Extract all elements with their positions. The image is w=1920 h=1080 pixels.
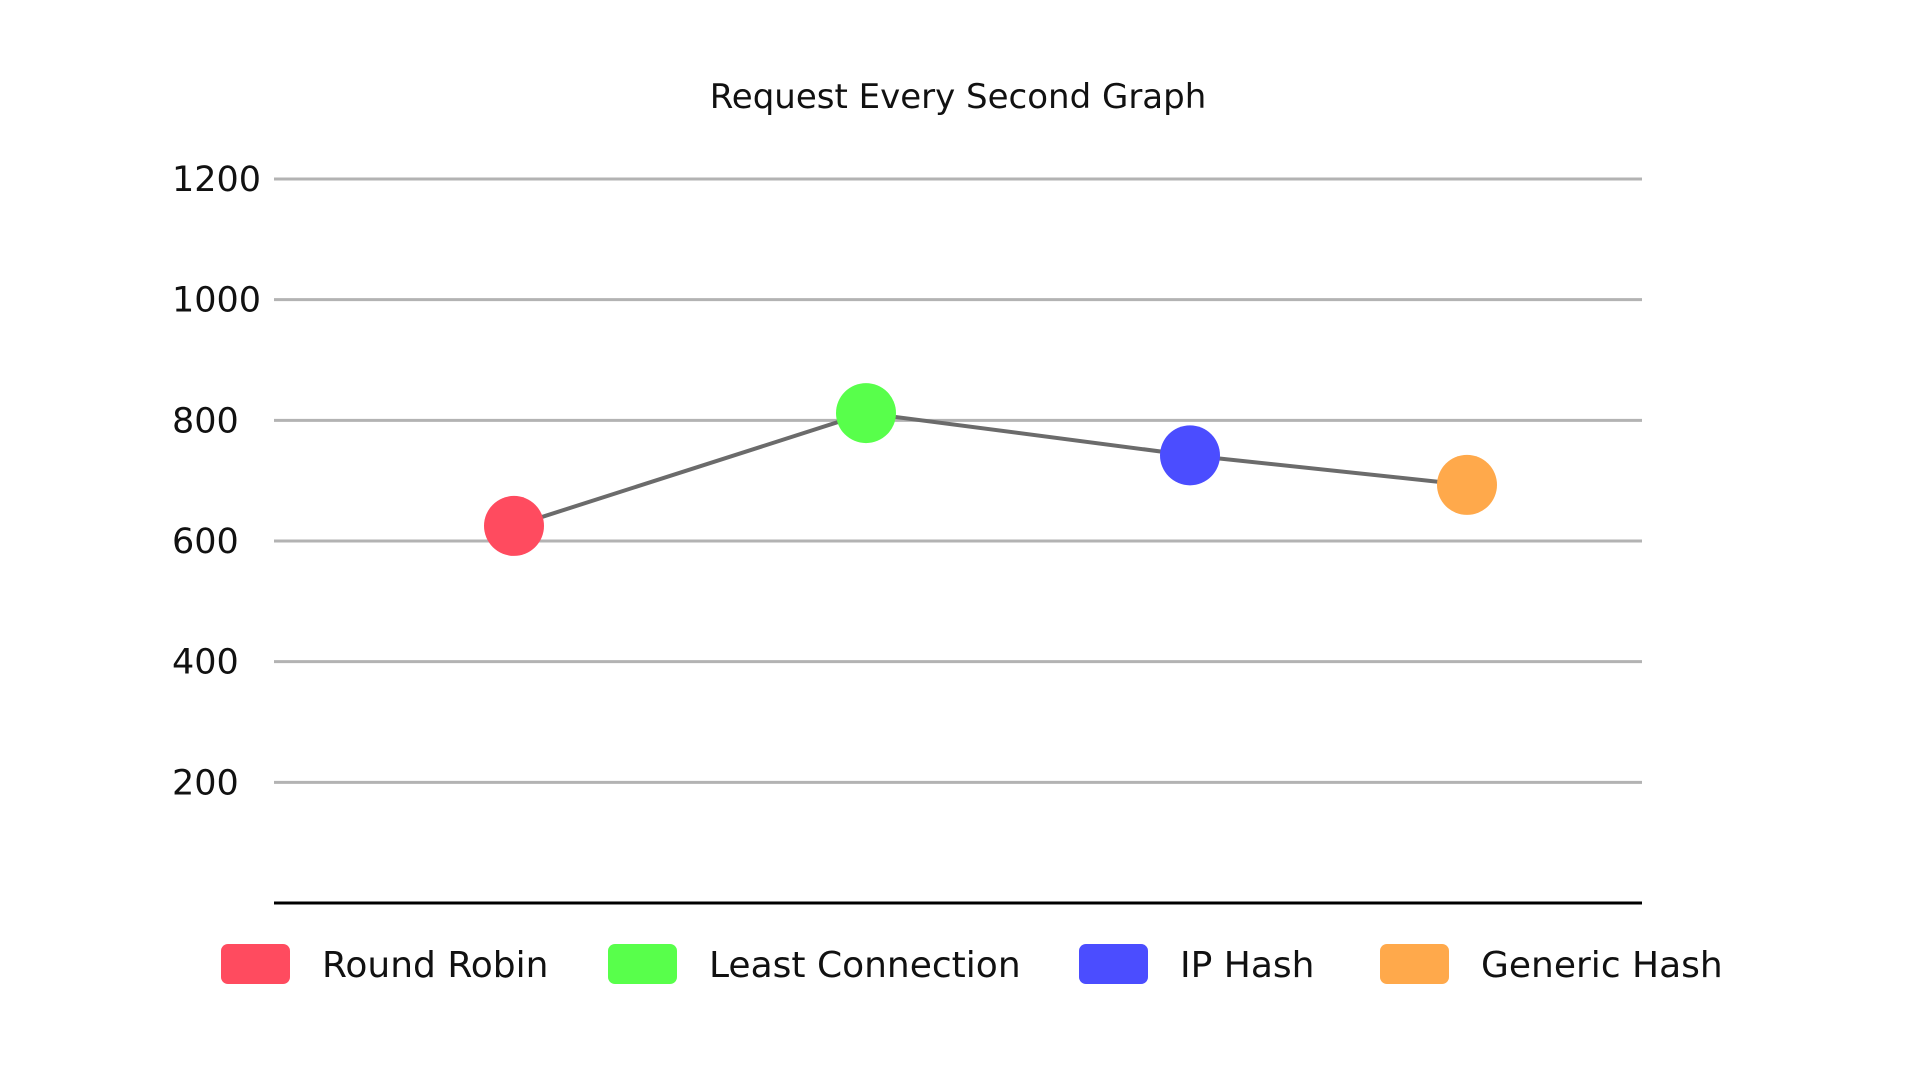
y-tick-label: 200 xyxy=(172,763,239,803)
legend: Round Robin Least Connection IP Hash Generi… xyxy=(221,944,1723,986)
data-point-generic-hash xyxy=(1437,454,1497,515)
data-points xyxy=(484,383,1497,556)
y-tick-label: 400 xyxy=(172,643,239,683)
legend-label-generic-hash: Generic Hash xyxy=(1481,945,1723,986)
y-tick-label: 1200 xyxy=(172,160,261,200)
legend-label-least-connection: Least Connection xyxy=(709,945,1021,986)
data-point-least-connection xyxy=(836,383,896,444)
y-tick-label: 600 xyxy=(172,522,239,562)
legend-swatch-least-connection xyxy=(608,944,677,984)
y-axis-ticks: 200 400 600 800 1000 1200 xyxy=(172,160,261,803)
legend-label-ip-hash: IP Hash xyxy=(1180,945,1314,986)
chart-title: Request Every Second Graph xyxy=(710,77,1207,117)
y-tick-label: 800 xyxy=(172,401,239,441)
series-line xyxy=(513,411,1468,528)
legend-swatch-round-robin xyxy=(221,944,290,984)
legend-swatch-generic-hash xyxy=(1380,944,1449,984)
legend-swatch-ip-hash xyxy=(1079,944,1148,984)
data-point-ip-hash xyxy=(1160,425,1220,486)
data-point-round-robin xyxy=(484,495,544,556)
y-tick-label: 1000 xyxy=(172,281,261,321)
legend-label-round-robin: Round Robin xyxy=(322,945,548,986)
